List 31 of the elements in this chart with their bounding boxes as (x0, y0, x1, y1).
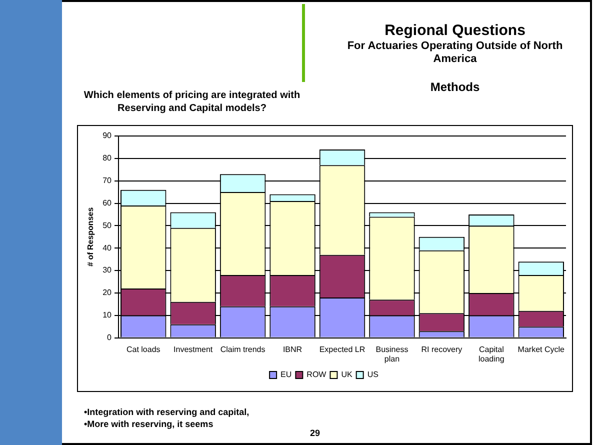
text: Which elements of pricing are integrated with Reserving and Capital models? (82, 89, 302, 115)
x-tick-label: Expected LR (319, 344, 366, 354)
legend-label: ROW (306, 370, 327, 380)
y-tick-label: 0 (107, 333, 112, 342)
text: 29 (310, 428, 320, 438)
y-tick-label: 10 (102, 310, 112, 320)
y-tick-label: 60 (102, 198, 112, 208)
y-tick-label: 30 (102, 266, 112, 275)
y-tick-label: 70 (102, 176, 112, 186)
y-tick-label: 50 (102, 220, 112, 230)
text: Methods (429, 80, 481, 94)
y-axis-title: # of Responses (86, 206, 96, 266)
x-tick-label: Business plan (376, 344, 408, 364)
y-tick-label: 80 (102, 154, 112, 163)
text: •More with reserving, it seems (84, 419, 214, 429)
x-tick-label: RI recovery (421, 344, 462, 354)
chart-subtitle: For Actuaries Operating Outside of North America (346, 40, 564, 66)
y-tick-label: 40 (102, 243, 112, 252)
x-tick-label: Cat loads (126, 344, 160, 354)
x-tick-label: IBNR (282, 344, 302, 354)
legend-label: US (367, 370, 378, 380)
x-tick-label: Capital loading (478, 344, 504, 364)
x-tick-label: Investment (174, 344, 214, 354)
chart-title: Regional Questions (384, 22, 526, 39)
x-tick-label: Market Cycle (518, 344, 566, 354)
legend-label: UK (341, 370, 353, 380)
legend-label: EU (280, 370, 292, 380)
y-tick-label: 90 (102, 131, 112, 140)
text: •Integration with reserving and capital, (84, 407, 250, 417)
y-tick-label: 20 (102, 288, 112, 298)
x-tick-label: Claim trends (220, 344, 266, 354)
